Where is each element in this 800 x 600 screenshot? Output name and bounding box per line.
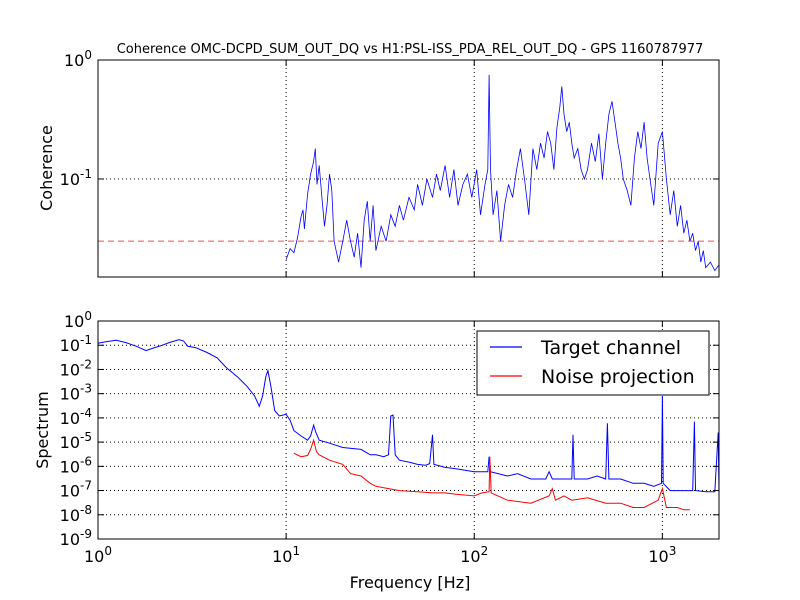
spectrum-ytick-label-base: 10 (64, 312, 84, 331)
spectrum-ytick-label-exponent: -2 (80, 357, 92, 371)
spectrum-ytick-label-base: 10 (60, 385, 80, 404)
spectrum-ylabel: Spectrum (33, 391, 52, 469)
spectrum-series-layer (98, 339, 719, 511)
spectrum-xtick-label-base: 10 (272, 547, 292, 566)
coherence-title: Coherence OMC-DCPD_SUM_OUT_DQ vs H1:PSL-… (117, 42, 704, 57)
spectrum-ytick-label-exponent: -7 (80, 479, 92, 493)
spectrum-xtick-label: 100 (84, 544, 112, 566)
spectrum-xtick-label-base: 10 (648, 547, 668, 566)
coherence-ytick-label-base: 10 (60, 170, 80, 189)
spectrum-xtick-label-exponent: 2 (481, 544, 489, 558)
spectrum-ytick-label-base: 10 (60, 433, 80, 452)
spectrum-xtick-label-exponent: 1 (292, 544, 300, 558)
noise-projection-line (293, 438, 690, 511)
spectrum-ytick-label: 10-6 (60, 454, 92, 476)
spectrum-ytick-label-exponent: 0 (84, 309, 92, 323)
coherence-series-line (285, 74, 719, 272)
spectrum-ytick-label-exponent: -9 (80, 527, 92, 541)
spectrum-ytick-label: 10-8 (60, 503, 92, 525)
spectrum-ytick-label: 10-5 (60, 430, 92, 452)
coherence-ytick-label: 10-1 (60, 167, 92, 189)
legend-box (476, 330, 710, 396)
coherence-ylabel: Coherence (37, 125, 56, 211)
legend-label-target-channel: Target channel (540, 337, 681, 359)
spectrum-ytick-label-exponent: -5 (80, 430, 92, 444)
coherence-ytick-label-exponent: -1 (80, 167, 92, 181)
spectrum-ticks: 100 101 102 10310-910-810-710-610-510-410-3… (60, 309, 719, 566)
coherence-ytick-label-exponent: 0 (84, 48, 92, 62)
spectrum-ytick-label: 10-3 (60, 382, 92, 404)
spectrum-ytick-label: 100 (64, 309, 92, 331)
spectrum-xtick-label: 102 (460, 544, 488, 566)
spectrum-ytick-label: 10-7 (60, 479, 92, 501)
spectrum-ytick-label: 10-4 (60, 406, 92, 428)
spectrum-ytick-label-exponent: -6 (80, 454, 92, 468)
spectrum-ytick-label-base: 10 (60, 457, 80, 476)
spectrum-xtick-label-base: 10 (84, 547, 104, 566)
spectrum-ytick-label-exponent: -3 (80, 382, 92, 396)
spectrum-xtick-label-exponent: 0 (104, 544, 112, 558)
spectrum-ytick-label-base: 10 (60, 360, 80, 379)
coherence-ytick-label: 100 (64, 48, 92, 70)
coherence-axes-frame (97, 59, 720, 278)
spectrum-legend: Target channel Noise projection (476, 330, 710, 396)
spectrum-xtick-label: 103 (648, 544, 676, 566)
spectrum-xtick-label: 101 (272, 544, 300, 566)
spectrum-xtick-label-exponent: 3 (669, 544, 677, 558)
target-channel-line (98, 339, 719, 493)
spectrum-ytick-label-base: 10 (60, 482, 80, 501)
spectrum-ytick-label-base: 10 (60, 409, 80, 428)
coherence-ytick-label-base: 10 (64, 51, 84, 70)
spectrum-ytick-label: 10-1 (60, 333, 92, 355)
spectrum-ytick-label-exponent: -8 (80, 503, 92, 517)
spectrum-axes-frame (97, 320, 720, 540)
spectrum-ytick-label-base: 10 (60, 336, 80, 355)
spectrum-ytick-label-exponent: -4 (80, 406, 92, 420)
spectrum-ytick-label-base: 10 (60, 530, 80, 549)
spectrum-ytick-label: 10-2 (60, 357, 92, 379)
spectrum-ytick-label-base: 10 (60, 506, 80, 525)
coherence-series-layer (285, 74, 719, 272)
legend-label-noise-projection: Noise projection (541, 366, 695, 388)
spectrum-ytick-label: 10-9 (60, 527, 92, 549)
spectrum-xtick-label-base: 10 (460, 547, 480, 566)
spectrum-xlabel: Frequency [Hz] (350, 573, 471, 592)
spectrum-ytick-label-exponent: -1 (80, 333, 92, 347)
